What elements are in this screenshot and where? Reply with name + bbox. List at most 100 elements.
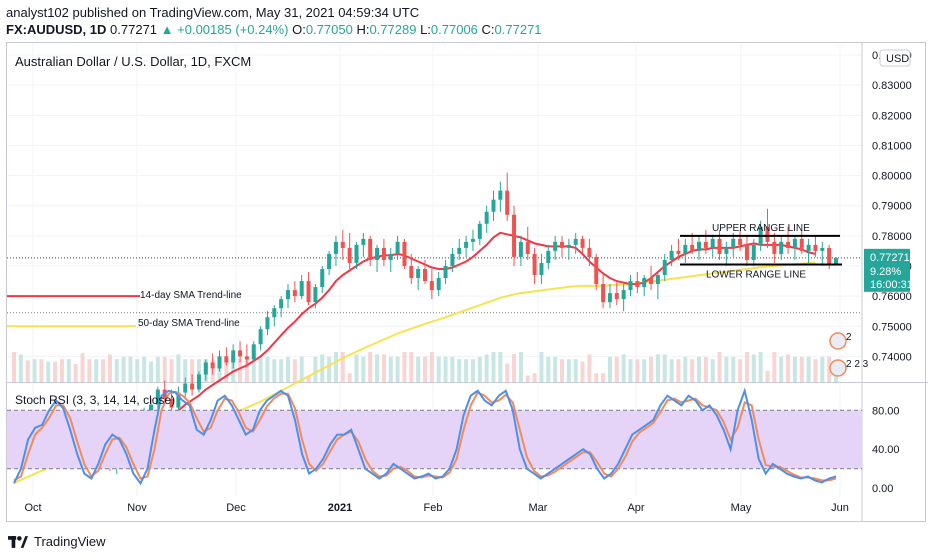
candle-body — [553, 241, 558, 251]
volume-bar — [224, 361, 229, 382]
price-axis-tick: 0.75000 — [872, 321, 912, 333]
candle-body — [477, 223, 482, 239]
volume-bar — [738, 359, 743, 382]
volume-bar — [87, 359, 92, 382]
price-axis-tick: 0.78000 — [872, 231, 912, 243]
volume-bar — [580, 361, 585, 382]
candle-body — [217, 356, 222, 369]
volume-bar — [546, 356, 551, 382]
price-and-stoch-chart[interactable]: UPPER RANGE LINE LOWER RANGE LINE 14-day S… — [0, 0, 934, 530]
candle-body — [347, 247, 352, 263]
candle-body — [744, 244, 749, 260]
volume-bar — [340, 352, 345, 382]
volume-bar — [299, 356, 304, 382]
candle-body — [190, 383, 195, 390]
volume-bar — [731, 356, 736, 382]
volume-bar — [423, 356, 427, 382]
candle-body — [834, 257, 838, 265]
volume-bar — [464, 359, 469, 382]
volume-bar — [594, 373, 599, 382]
volume-bar — [614, 356, 619, 382]
time-axis-tick: Feb — [424, 502, 443, 514]
candle-body — [231, 350, 236, 363]
volume-bar — [306, 375, 311, 382]
volume-bar — [149, 361, 153, 382]
event-flag-icon — [829, 359, 847, 377]
candle-body — [224, 356, 229, 363]
price-axis-tick: 0.74000 — [872, 351, 912, 363]
open-value: 0.77050 — [305, 22, 353, 37]
candle-body — [491, 199, 496, 212]
candle-body — [649, 278, 654, 285]
volume-bar — [114, 359, 119, 382]
candle-body — [601, 284, 606, 303]
volume-bar — [12, 352, 16, 382]
candle-body — [724, 247, 729, 254]
volume-bar — [683, 356, 688, 382]
volume-bar — [820, 356, 825, 382]
volume-bar — [142, 356, 147, 382]
symbol-ohlc-line: FX:AUDUSD, 1D 0.77271 ▲ +0.00185 (+0.24%… — [6, 22, 542, 37]
candle-body — [512, 214, 517, 257]
candle-body — [580, 238, 585, 248]
candle-body — [244, 356, 249, 360]
candle-body — [635, 281, 640, 288]
candle-body — [498, 190, 503, 200]
volume-bar — [368, 352, 373, 382]
candle-body — [806, 244, 811, 251]
candle-body — [320, 269, 325, 288]
stoch-axis-tick: 80.00 — [872, 405, 900, 417]
candle-body — [539, 262, 544, 276]
candle-body — [196, 374, 201, 390]
low-value: 0.77006 — [430, 22, 478, 37]
volume-bar — [710, 359, 715, 382]
volume-bar — [806, 356, 811, 382]
volume-bar — [258, 356, 263, 382]
candle-body — [333, 241, 338, 254]
volume-bar — [292, 359, 297, 382]
price-axis-tick: 0.82000 — [872, 110, 912, 122]
event-flag-icon — [829, 332, 847, 350]
volume-bar — [155, 356, 160, 382]
candle-body — [176, 392, 181, 408]
last-price-tag-price: 0.77271 — [870, 252, 910, 264]
volume-bar — [73, 364, 78, 382]
volume-bar — [655, 354, 660, 382]
candle-body — [450, 253, 455, 266]
volume-bar — [518, 352, 523, 382]
volume-bar — [587, 354, 592, 382]
candle-body — [272, 308, 277, 318]
volume-bar — [799, 356, 804, 382]
candle-body — [395, 241, 400, 254]
volume-bar — [792, 356, 797, 382]
volume-bar — [354, 354, 359, 382]
candle-body — [238, 350, 243, 357]
close-value: 0.77271 — [494, 22, 542, 37]
volume-bar — [286, 356, 290, 382]
volume-bar — [525, 375, 530, 382]
volume-bar — [560, 359, 564, 382]
stoch-axis-tick: 0.00 — [872, 483, 893, 495]
volume-bar — [18, 354, 23, 382]
candle-body — [183, 383, 188, 393]
symbol-label: FX:AUDUSD, 1D — [6, 22, 107, 37]
currency-badge — [879, 49, 911, 67]
volume-bar — [484, 354, 489, 382]
close-label: C: — [481, 22, 495, 37]
candle-body — [820, 247, 825, 251]
publish-header: analyst102 published on TradingView.com,… — [6, 5, 420, 20]
volume-bar — [66, 359, 71, 382]
price-axis-tick: 0.76000 — [872, 291, 912, 303]
candle-body — [443, 265, 448, 279]
volume-bar — [381, 354, 386, 382]
candle-body — [813, 244, 818, 251]
candle-body — [299, 281, 304, 297]
event-badge-count: 2 2 3 — [846, 359, 869, 370]
candle-body — [361, 238, 366, 245]
volume-bar — [607, 356, 612, 382]
candle-body — [388, 253, 393, 260]
volume-bar — [457, 359, 462, 382]
volume-bar — [827, 356, 832, 382]
candle-body — [669, 250, 674, 260]
volume-bar — [703, 356, 708, 382]
